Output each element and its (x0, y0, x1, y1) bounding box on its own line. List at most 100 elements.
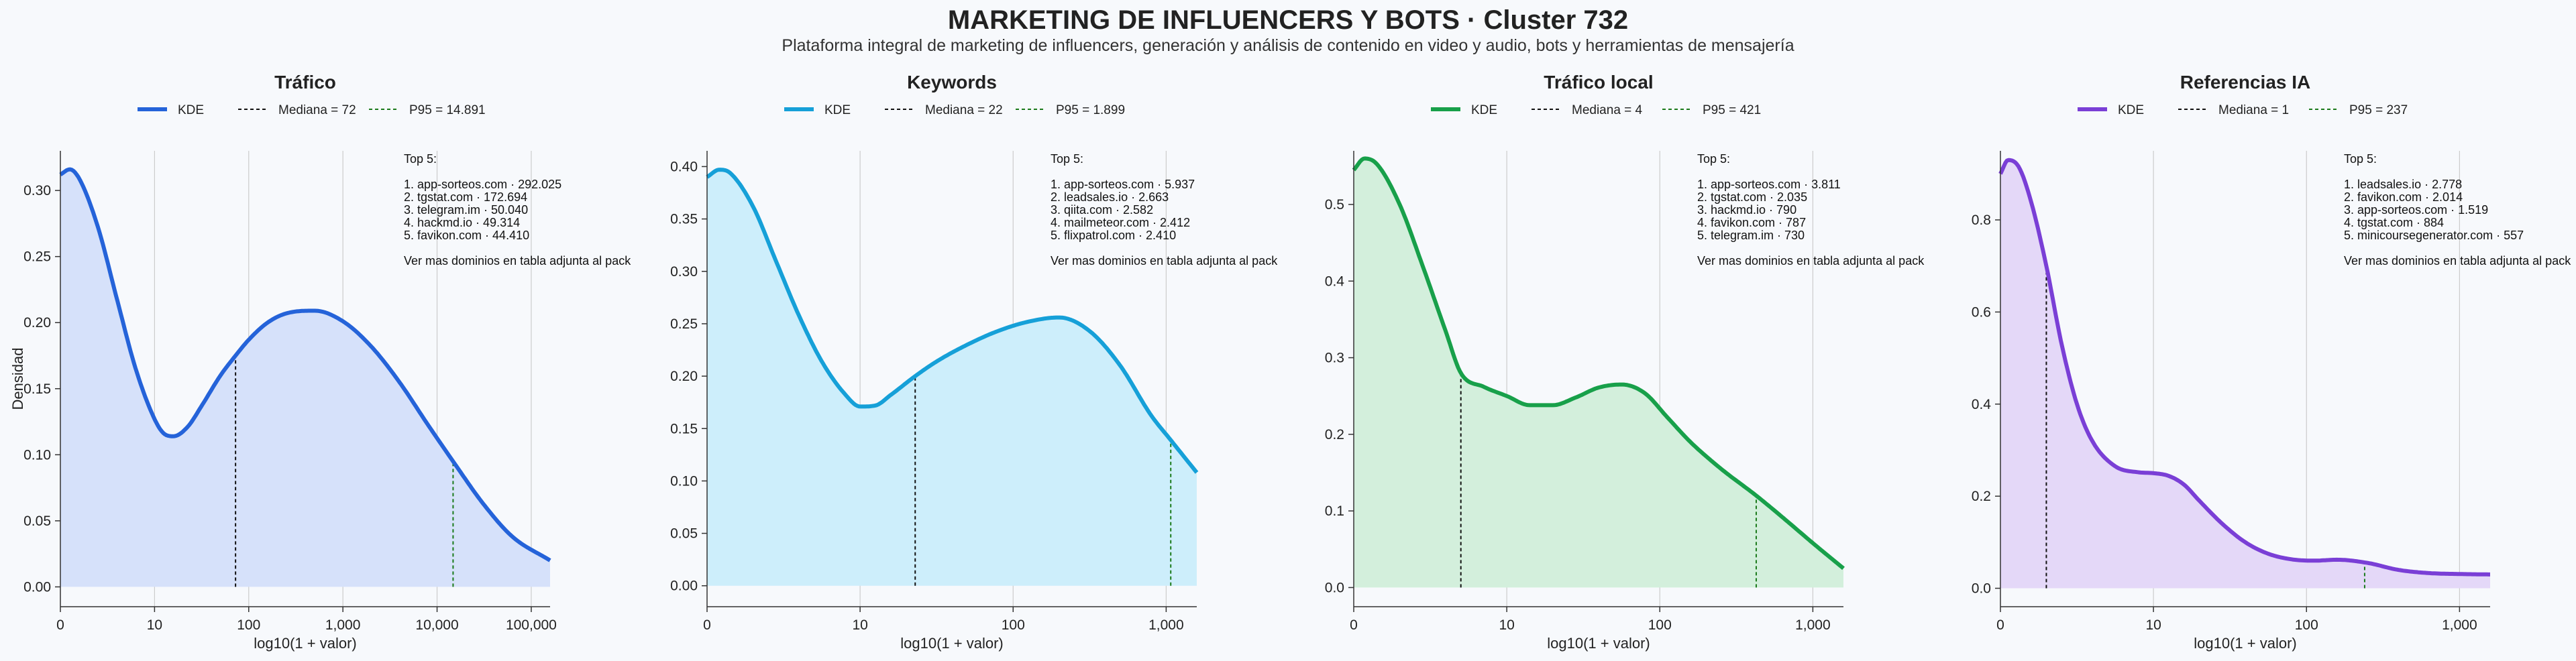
annotation-line: 2. tgstat.com · 172.694 (404, 190, 527, 204)
chart-legend: KDE Mediana = 72 P95 = 14.891 (138, 103, 486, 117)
legend-item: Mediana = 72 (238, 103, 356, 117)
kde-area (1354, 158, 1843, 588)
legend-label: KDE (178, 103, 204, 117)
legend-item: P95 = 1.899 (1016, 103, 1125, 117)
legend-item: KDE (1431, 103, 1497, 117)
y-tick-label: 0.10 (670, 473, 698, 489)
annotation-line: Ver mas dominios en tabla adjunta al pac… (404, 254, 631, 267)
annotation-line: 5. telegram.im · 730 (1697, 229, 1805, 242)
page-subtitle: Plataforma integral de marketing de infl… (782, 36, 1794, 55)
legend-label: P95 = 237 (2349, 103, 2408, 117)
legend-item: KDE (784, 103, 851, 117)
kde-line (1352, 156, 1845, 570)
x-tick-label: 1,000 (2442, 617, 2477, 633)
annotation-line: 3. telegram.im · 50.040 (404, 203, 528, 217)
x-tick-label: 10 (2145, 617, 2161, 633)
x-axis-label: log10(1 + valor) (900, 635, 1003, 652)
x-tick-label: 10 (1499, 617, 1514, 633)
annotation-line: 3. qiita.com · 2.582 (1051, 203, 1153, 217)
annotation-line: Top 5: (2344, 152, 2377, 166)
annotation-line: 2. tgstat.com · 2.035 (1697, 190, 1807, 204)
annotation-line: Ver mas dominios en tabla adjunta al pac… (1051, 254, 1278, 267)
kde-area (2000, 160, 2490, 589)
legend-label: KDE (1471, 103, 1497, 117)
legend-label: KDE (2118, 103, 2144, 117)
legend-item: P95 = 237 (2309, 103, 2408, 117)
annotation-line: 1. app-sorteos.com · 292.025 (404, 178, 561, 191)
y-tick-label: 0.15 (670, 421, 698, 436)
legend-label: Mediana = 72 (278, 103, 356, 117)
annotation-line: 2. leadsales.io · 2.663 (1051, 190, 1169, 204)
annotation-line: 5. flixpatrol.com · 2.410 (1051, 229, 1176, 242)
annotation-line: 1. app-sorteos.com · 3.811 (1697, 178, 1841, 191)
chart-title: Tráfico local (1544, 72, 1653, 93)
kde-line (706, 168, 1199, 474)
y-axis-label: Densidad (9, 348, 26, 410)
y-tick-label: 0.0 (1972, 581, 1991, 597)
x-tick-label: 100 (237, 617, 260, 633)
legend-label: P95 = 1.899 (1056, 103, 1125, 117)
y-tick-label: 0.30 (23, 183, 51, 198)
kde-line (1998, 158, 2491, 577)
y-tick-label: 0.3 (1325, 351, 1344, 366)
legend-label: P95 = 14.891 (409, 103, 486, 117)
y-tick-label: 0.00 (23, 579, 51, 595)
y-tick-label: 0.15 (23, 381, 51, 397)
x-tick-label: 10,000 (415, 617, 458, 633)
x-axis-label: log10(1 + valor) (2194, 635, 2296, 652)
y-tick-label: 0.30 (670, 264, 698, 280)
legend-item: KDE (2078, 103, 2144, 117)
y-tick-label: 0.4 (1972, 397, 1992, 412)
annotation-line: Ver mas dominios en tabla adjunta al pac… (2344, 254, 2571, 267)
x-tick-label: 1,000 (1148, 617, 1184, 633)
y-tick-label: 0.0 (1325, 580, 1344, 595)
y-tick-label: 0.35 (670, 212, 698, 227)
annotation-line: Top 5: (1697, 152, 1730, 166)
annotation-line: 5. minicoursegenerator.com · 557 (2344, 229, 2524, 242)
y-tick-label: 0.00 (670, 579, 698, 594)
y-tick-label: 0.25 (23, 249, 51, 265)
legend-label: P95 = 421 (1703, 103, 1761, 117)
y-tick-label: 0.20 (23, 315, 51, 330)
x-tick-label: 100,000 (506, 617, 557, 633)
annotation-line: Top 5: (404, 152, 437, 166)
legend-label: Mediana = 4 (1572, 103, 1643, 117)
y-tick-label: 0.4 (1325, 274, 1345, 289)
x-tick-label: 0 (56, 617, 64, 633)
y-tick-label: 0.5 (1325, 197, 1344, 213)
x-tick-label: 100 (2295, 617, 2318, 633)
chart-legend: KDE Mediana = 1 P95 = 237 (2078, 103, 2408, 117)
annotation-line: 3. app-sorteos.com · 1.519 (2344, 203, 2488, 217)
y-tick-label: 0.1 (1325, 503, 1344, 519)
y-tick-label: 0.40 (670, 159, 698, 174)
y-tick-label: 0.05 (670, 526, 698, 542)
legend-item: P95 = 14.891 (369, 103, 486, 117)
chart-legend: KDE Mediana = 22 P95 = 1.899 (784, 103, 1125, 117)
legend-item: P95 = 421 (1662, 103, 1761, 117)
y-tick-label: 0.05 (23, 514, 51, 529)
annotation-line: 5. favikon.com · 44.410 (404, 229, 529, 242)
annotation-line: 4. hackmd.io · 49.314 (404, 216, 520, 229)
chart-title: Keywords (907, 72, 997, 93)
y-tick-label: 0.25 (670, 316, 698, 332)
chart-title: Referencias IA (2180, 72, 2311, 93)
annotation-line: 4. tgstat.com · 884 (2344, 216, 2444, 229)
annotation-line: 4. favikon.com · 787 (1697, 216, 1806, 229)
annotation-line: 4. mailmeteor.com · 2.412 (1051, 216, 1190, 229)
y-tick-label: 0.2 (1325, 427, 1344, 442)
x-tick-label: 0 (1996, 617, 2004, 633)
legend-label: Mediana = 1 (2218, 103, 2289, 117)
annotation-line: 2. favikon.com · 2.014 (2344, 190, 2463, 204)
x-axis-label: log10(1 + valor) (254, 635, 356, 652)
annotation-line: Ver mas dominios en tabla adjunta al pac… (1697, 254, 1925, 267)
kde-area (60, 169, 550, 587)
annotation-line: 1. app-sorteos.com · 5.937 (1051, 178, 1195, 191)
y-tick-label: 0.20 (670, 369, 698, 384)
x-tick-label: 1,000 (325, 617, 361, 633)
x-axis-label: log10(1 + valor) (1547, 635, 1650, 652)
